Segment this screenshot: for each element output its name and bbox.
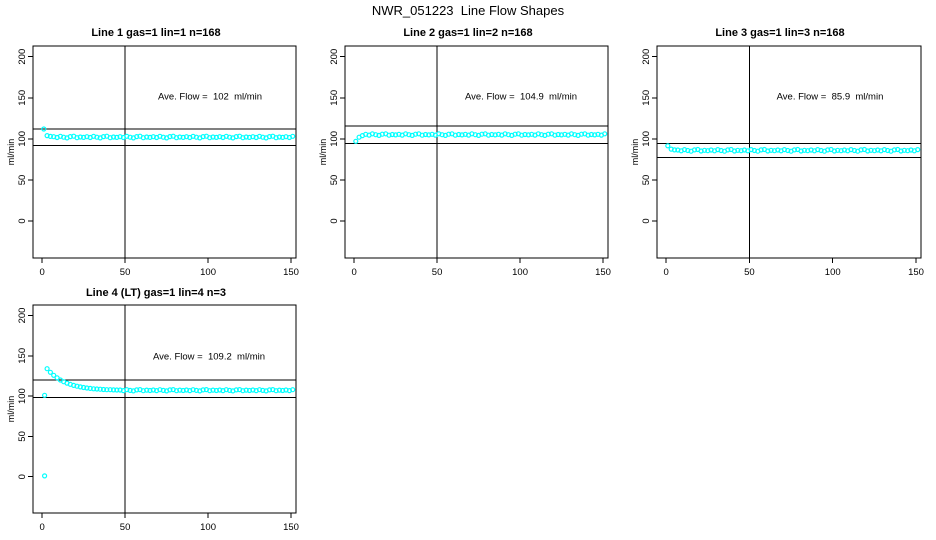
panel-1: 0 50 100 150 0 50 100 150 200 xyxy=(17,45,299,278)
x-tick-label: 0 xyxy=(39,267,44,278)
y-tick-label: 0 xyxy=(329,218,340,223)
x-tick-label: 150 xyxy=(283,522,299,533)
panel-2-title: Line 2 gas=1 lin=2 n=168 xyxy=(403,27,533,39)
panel-3-box xyxy=(656,45,922,259)
panel-1-y-axis-label: ml/min xyxy=(6,138,16,166)
y-tick-label: 50 xyxy=(17,175,28,186)
panel-4-points xyxy=(41,366,296,479)
panel-4-box xyxy=(32,304,297,514)
y-tick-label: 200 xyxy=(329,49,340,65)
x-tick-label: 50 xyxy=(432,267,443,278)
panel-4-ave-flow-annotation: Ave. Flow = 109.2 ml/min xyxy=(152,351,266,363)
x-tick-label: 0 xyxy=(664,267,669,278)
y-tick-label: 150 xyxy=(329,90,340,106)
panel-2-box xyxy=(344,45,609,259)
y-tick-label: 0 xyxy=(17,218,28,223)
x-tick-label: 100 xyxy=(200,267,216,278)
y-tick-label: 100 xyxy=(17,131,28,147)
panel-3-points xyxy=(665,143,921,154)
panel-4-title: Line 4 (LT) gas=1 lin=4 n=3 xyxy=(85,287,227,299)
x-tick-label: 0 xyxy=(351,267,356,278)
y-tick-label: 100 xyxy=(641,131,652,147)
panel-1-points xyxy=(41,126,296,141)
y-tick-label: 50 xyxy=(641,175,652,186)
x-tick-label: 100 xyxy=(512,267,528,278)
panel-3: 0 50 100 150 0 50 100 150 200 xyxy=(641,45,924,278)
x-tick-label: 50 xyxy=(120,522,131,533)
x-tick-label: 100 xyxy=(200,522,216,533)
x-tick-label: 50 xyxy=(120,267,131,278)
x-tick-label: 150 xyxy=(908,267,924,278)
x-tick-label: 100 xyxy=(825,267,841,278)
x-tick-label: 50 xyxy=(744,267,755,278)
panel-2-y-axis-label: ml/min xyxy=(318,138,328,166)
panel-3-title: Line 3 gas=1 lin=3 n=168 xyxy=(715,27,845,39)
panel-4: 0 50 100 150 0 50 100 150 200 xyxy=(17,304,299,533)
y-tick-label: 150 xyxy=(17,348,28,364)
y-tick-label: 50 xyxy=(17,431,28,442)
y-tick-label: 100 xyxy=(329,131,340,147)
panel-2-points xyxy=(353,131,608,144)
y-tick-label: 50 xyxy=(329,175,340,186)
main-title: NWR_051223 Line Flow Shapes xyxy=(371,3,565,18)
y-tick-label: 200 xyxy=(641,49,652,65)
y-tick-label: 0 xyxy=(641,218,652,223)
panel-3-ave-flow-annotation: Ave. Flow = 85.9 ml/min xyxy=(776,91,884,103)
y-tick-label: 0 xyxy=(17,474,28,479)
panel-1-ave-flow-annotation: Ave. Flow = 102 ml/min xyxy=(157,91,263,103)
x-tick-label: 0 xyxy=(39,522,44,533)
y-tick-label: 100 xyxy=(17,388,28,404)
y-tick-label: 200 xyxy=(17,308,28,324)
panel-4-y-axis-label: ml/min xyxy=(6,395,16,423)
panel-2: 0 50 100 150 0 50 100 150 200 xyxy=(329,45,611,278)
panel-3-y-axis-label: ml/min xyxy=(630,138,640,166)
x-tick-label: 150 xyxy=(283,267,299,278)
panel-2-ave-flow-annotation: Ave. Flow = 104.9 ml/min xyxy=(464,91,578,103)
x-tick-label: 150 xyxy=(595,267,611,278)
y-tick-label: 150 xyxy=(17,90,28,106)
panel-1-box xyxy=(32,45,297,259)
y-tick-label: 200 xyxy=(17,49,28,65)
panel-1-title: Line 1 gas=1 lin=1 n=168 xyxy=(91,27,221,39)
y-tick-label: 150 xyxy=(641,90,652,106)
